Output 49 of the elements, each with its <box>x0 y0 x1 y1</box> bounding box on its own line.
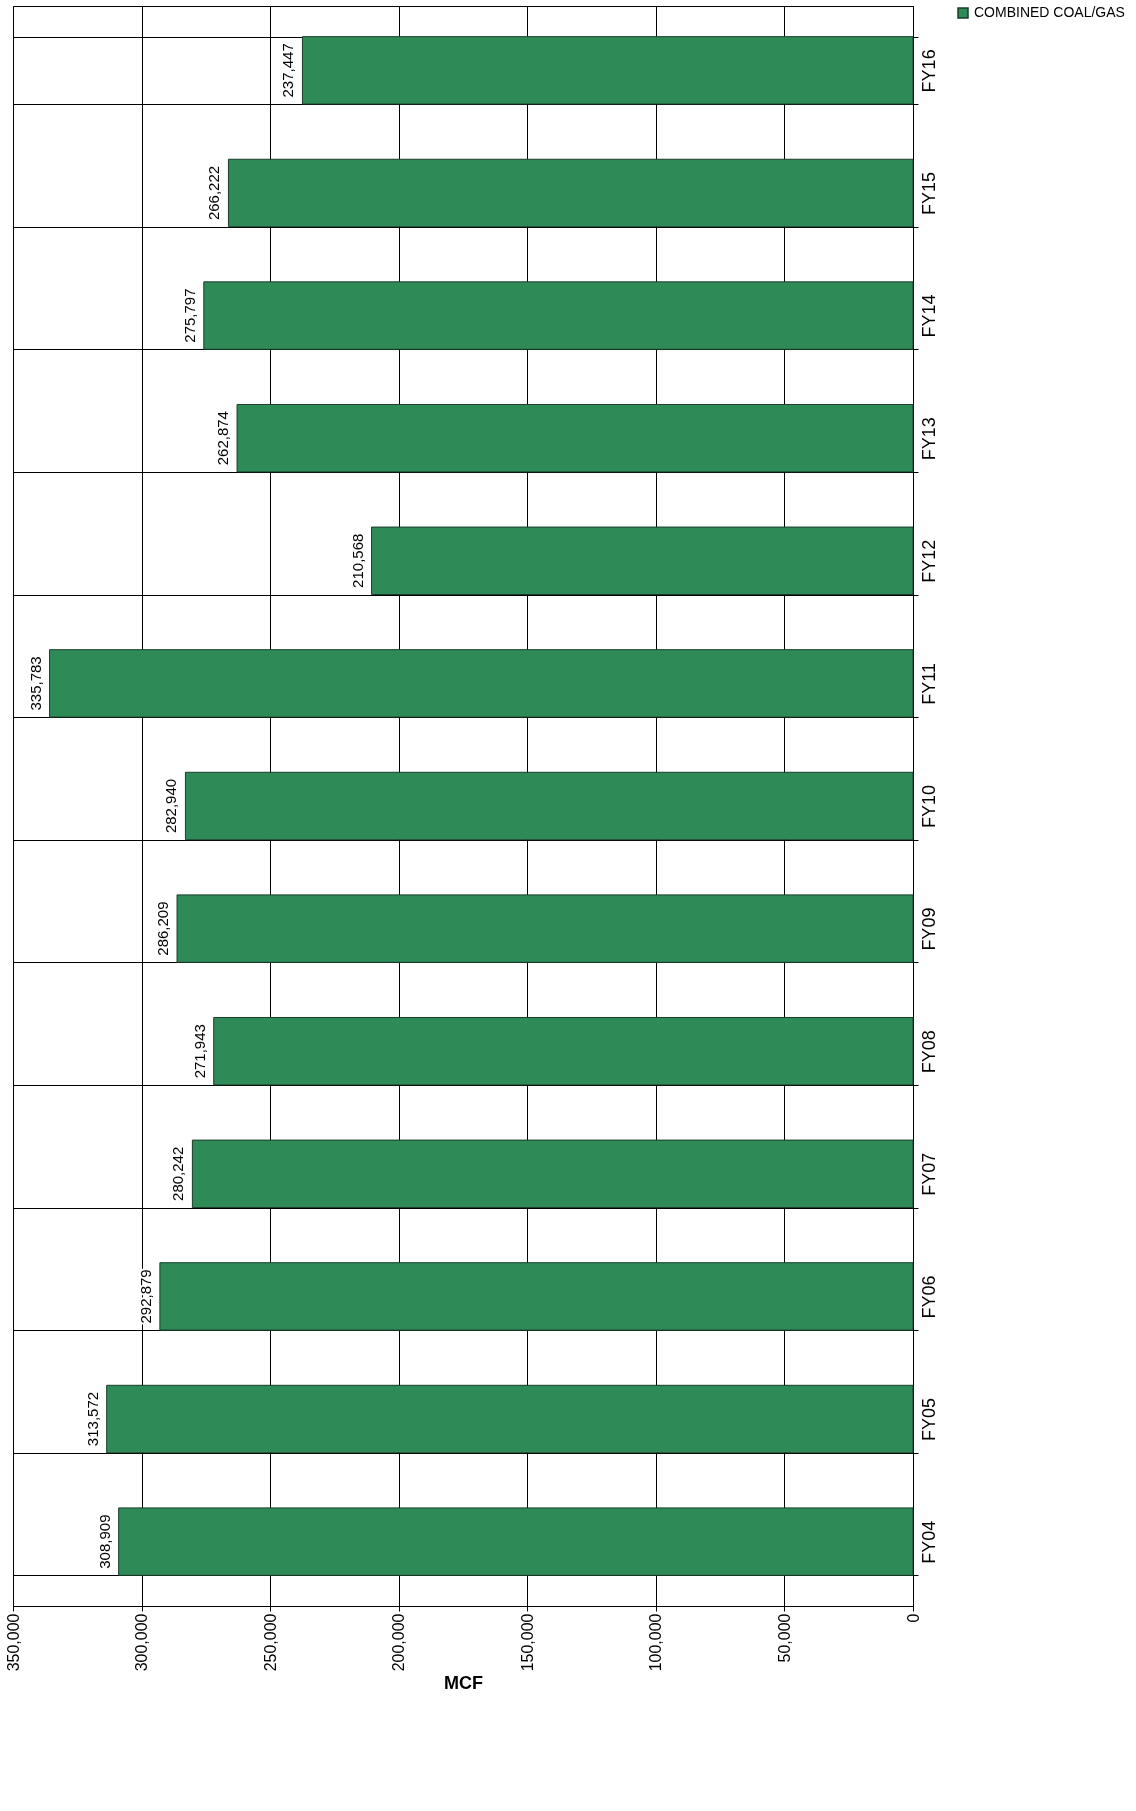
y-tick-label: FY16 <box>918 49 939 93</box>
y-tick-label: FY11 <box>918 663 939 705</box>
y-tick-label: FY10 <box>918 784 939 829</box>
bar <box>371 526 914 596</box>
text: 271,943 <box>190 1024 208 1079</box>
bar <box>159 1262 914 1331</box>
bar <box>184 771 914 841</box>
bar <box>106 1384 914 1454</box>
bar <box>227 158 914 228</box>
text: 275,797 <box>180 288 198 343</box>
text: 237,447 <box>279 43 297 98</box>
x-tick-label: 100,000 <box>647 1613 665 1672</box>
y-tick-label: FY12 <box>918 539 939 583</box>
text: 266,222 <box>205 165 223 221</box>
bar <box>203 281 914 350</box>
bar <box>176 894 914 963</box>
x-axis-title: MCF <box>444 1673 483 1694</box>
bar <box>191 1139 914 1209</box>
x-tick-label: 350,000 <box>4 1613 22 1672</box>
bar <box>301 36 914 105</box>
text: 335,783 <box>26 656 44 711</box>
x-tick-label: 50,000 <box>775 1613 793 1663</box>
text: 308,909 <box>95 1514 113 1569</box>
text: 210,568 <box>348 533 366 588</box>
y-tick-label: FY06 <box>918 1275 939 1319</box>
bar <box>118 1507 914 1576</box>
text: 313,572 <box>83 1391 101 1447</box>
bar <box>236 403 914 473</box>
bar <box>213 1016 914 1086</box>
y-tick-label: FY07 <box>918 1152 939 1196</box>
x-tick-label: 250,000 <box>261 1613 279 1672</box>
bar <box>49 649 914 718</box>
text: 292,879 <box>136 1269 154 1324</box>
y-tick-label: FY15 <box>918 171 939 215</box>
x-tick-label: 150,000 <box>518 1613 536 1672</box>
x-tick-label: 0 <box>904 1613 922 1623</box>
y-tick-label: FY14 <box>918 294 939 338</box>
y-tick-label: FY04 <box>918 1520 939 1564</box>
text: 282,940 <box>162 778 180 834</box>
x-tick-label: 300,000 <box>133 1613 151 1672</box>
text: 280,242 <box>169 1146 187 1201</box>
y-tick-label: FY09 <box>918 907 939 951</box>
y-tick-label: FY05 <box>918 1398 939 1442</box>
y-tick-label: FY08 <box>918 1030 939 1074</box>
y-tick-label: FY13 <box>918 417 939 461</box>
text: 262,874 <box>214 411 232 466</box>
text: 286,209 <box>154 901 172 956</box>
legend-label: COMBINED COAL/GAS <box>974 4 1125 20</box>
x-tick-label: 200,000 <box>390 1613 408 1672</box>
